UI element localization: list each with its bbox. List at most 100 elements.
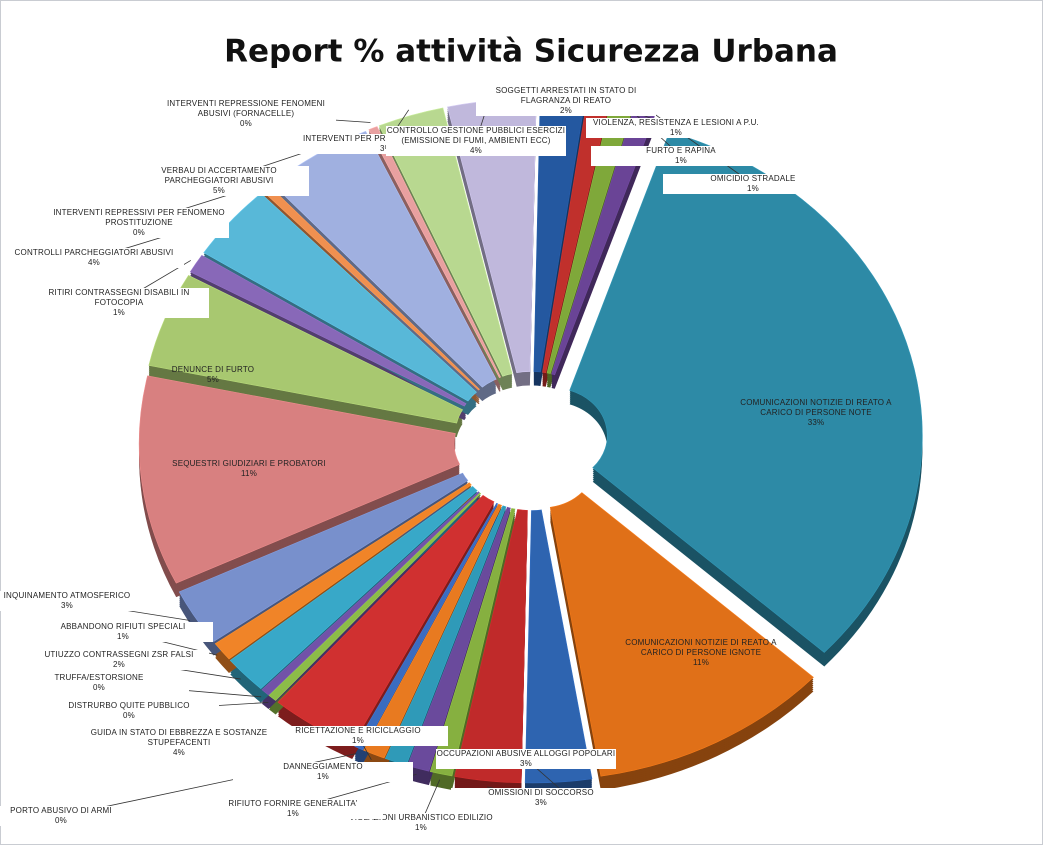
data-label-value: 1%	[117, 632, 129, 641]
data-label-name: SEQUESTRI GIUDIZIARI E PROBATORI	[172, 459, 326, 468]
data-label-name: RICETTAZIONE E RICICLAGGIO	[295, 726, 421, 735]
data-label-value: 1%	[113, 308, 125, 317]
data-label-name: VERBAU DI ACCERTAMENTO PARCHEGGIATORI AB…	[161, 166, 277, 185]
data-label-value: 4%	[173, 748, 185, 757]
slice	[148, 275, 464, 424]
slice	[268, 492, 482, 701]
data-label-name: FURTO E RAPINA	[646, 146, 716, 155]
chart-title: Report % attività Sicurezza Urbana	[224, 34, 838, 70]
data-label-name: DANNEGGIAMENTO	[283, 762, 363, 771]
slice	[363, 503, 503, 759]
data-label-value: 1%	[352, 736, 364, 745]
data-label-value: 3%	[61, 601, 73, 610]
data-label-name: CONTROLLO GESTIONE PUBBLICI ESERCIZI (EM…	[386, 126, 566, 145]
data-label-name: INTERVENTI REPRESSIONE FENOMENI ABUSIVI …	[166, 99, 326, 118]
data-label-name: DISTRURBO QUITE PUBBLICO	[68, 701, 190, 710]
data-label-value: 0%	[93, 683, 105, 692]
data-label-value: 1%	[675, 156, 687, 165]
data-label-name: INQUINAMENTO ATMOSFERICO	[3, 591, 131, 600]
data-label-name: ABBANDONO RIFIUTI SPECIALI	[60, 622, 186, 631]
data-label: VIOLENZA, RESISTENZA E LESIONI A P.U. 1%	[586, 118, 766, 138]
data-label: RICETTAZIONE E RICICLAGGIO 1%	[268, 726, 448, 746]
data-label-value: 3%	[520, 759, 532, 768]
data-label-value: 2%	[113, 660, 125, 669]
data-label: DISTRURBO QUITE PUBBLICO 0%	[39, 701, 219, 721]
data-label: SOGGETTI ARRESTATI IN STATO DI FLAGRANZA…	[476, 86, 656, 116]
data-label-value: 1%	[415, 823, 427, 832]
slice-tops	[138, 98, 923, 784]
data-label-value: 1%	[317, 772, 329, 781]
data-label-name: TRUFFA/ESTORSIONE	[54, 673, 144, 682]
data-label-name: COMUNICAZIONI NOTIZIE DI REATO A CARICO …	[740, 398, 892, 417]
data-label-value: 5%	[213, 186, 225, 195]
data-label: COMUNICAZIONI NOTIZIE DI REATO A CARICO …	[726, 398, 906, 428]
data-label-name: VIOLAZIONI URBANISTICO EDILIZIO	[349, 813, 493, 822]
data-label-name: UTIUZZO CONTRASSEGNI ZSR FALSI	[44, 650, 194, 659]
data-label-value: 33%	[807, 418, 825, 427]
data-label-name: OCCUPAZIONI ABUSIVE ALLOGGI POPOLARI	[436, 749, 616, 758]
data-label-value: 1%	[670, 128, 682, 137]
data-label: ABBANDONO RIFIUTI SPECIALI 1%	[33, 622, 213, 642]
data-label: DENUNCE DI FURTO 5%	[123, 365, 303, 385]
data-label: PORTO ABUSIVO DI ARMI 0%	[0, 806, 151, 826]
data-label: INQUINAMENTO ATMOSFERICO 3%	[0, 591, 157, 611]
slice	[189, 254, 467, 407]
data-label-value: 0%	[55, 816, 67, 825]
data-label-value: 2%	[560, 106, 572, 115]
data-label-value: 4%	[470, 146, 482, 155]
data-label-name: VIOLENZA, RESISTENZA E LESIONI A P.U.	[593, 118, 759, 127]
data-label-name: CONTROLLI PARCHEGGIATORI ABUSIVI	[14, 248, 174, 257]
data-label-value: 4%	[88, 258, 100, 267]
data-label-value: 11%	[240, 469, 258, 478]
data-label: CONTROLLI PARCHEGGIATORI ABUSIVI 4%	[4, 248, 184, 268]
data-label: INTERVENTI REPRESSIVI PER FENOMENO PROST…	[49, 208, 229, 238]
data-label-name: INTERVENTI REPRESSIVI PER FENOMENO PROST…	[53, 208, 225, 227]
data-label: VERBAU DI ACCERTAMENTO PARCHEGGIATORI AB…	[129, 166, 309, 196]
data-label-name: RIFIUTO FORNIRE GENERALITA'	[228, 799, 358, 808]
data-label-name: RITIRI CONTRASSEGNI DISABILI IN FOTOCOPI…	[48, 288, 190, 307]
slice	[261, 491, 480, 696]
data-label-name: OMISSIONI DI SOCCORSO	[488, 788, 594, 797]
data-label: SEQUESTRI GIUDIZIARI E PROBATORI 11%	[159, 459, 339, 479]
data-label-value: 0%	[123, 711, 135, 720]
data-label-value: 11%	[692, 658, 710, 667]
slice	[569, 131, 923, 653]
slice	[378, 107, 513, 377]
data-label: OMISSIONI DI SOCCORSO 3%	[451, 788, 631, 808]
data-label: OMICIDIO STRADALE 1%	[663, 174, 843, 194]
data-label-value: 1%	[747, 184, 759, 193]
data-label: INTERVENTI REPRESSIONE FENOMENI ABUSIVI …	[156, 99, 336, 129]
data-label-name: SOGGETTI ARRESTATI IN STATO DI FLAGRANZA…	[495, 86, 637, 105]
data-label: FURTO E RAPINA 1%	[591, 146, 771, 166]
slice	[229, 486, 478, 690]
data-label-value: 1%	[287, 809, 299, 818]
data-label-value: 3%	[535, 798, 547, 807]
data-label-name: DENUNCE DI FURTO	[171, 365, 255, 374]
slice	[368, 126, 501, 378]
data-label-name: COMUNICAZIONI NOTIZIE DI REATO A CARICO …	[625, 638, 777, 657]
data-label: RITIRI CONTRASSEGNI DISABILI IN FOTOCOPI…	[29, 288, 209, 318]
slice	[138, 375, 461, 584]
data-label: DANNEGGIAMENTO 1%	[233, 762, 413, 782]
data-label-value: 3%	[296, 144, 476, 154]
data-label-name: PORTO ABUSIVO DI ARMI	[10, 806, 112, 815]
data-label: TRUFFA/ESTORSIONE 0%	[9, 673, 189, 693]
slice	[214, 482, 472, 660]
slice	[524, 509, 593, 784]
data-label: COMUNICAZIONI NOTIZIE DI REATO A CARICO …	[611, 638, 791, 668]
data-label-value: 5%	[207, 375, 219, 384]
slice	[549, 492, 814, 777]
slice	[354, 502, 499, 751]
data-label-value: 0%	[240, 119, 252, 128]
data-label: RIFIUTO FORNIRE GENERALITA' 1%	[203, 799, 383, 819]
slice	[454, 509, 528, 784]
data-label: CONTROLLO GESTIONE PUBBLICI ESERCIZI (EM…	[386, 126, 566, 156]
data-label-value: 0%	[133, 228, 145, 237]
data-label: OCCUPAZIONI ABUSIVE ALLOGGI POPOLARI 3%	[436, 749, 616, 769]
data-label: UTIUZZO CONTRASSEGNI ZSR FALSI 2%	[29, 650, 209, 670]
data-label: GUIDA IN STATO DI EBBREZZA E SOSTANZE ST…	[89, 728, 269, 758]
data-label-name: INTERVENTI PER PRESENZA DI AMIANTO	[302, 134, 469, 143]
data-label-name: GUIDA IN STATO DI EBBREZZA E SOSTANZE ST…	[90, 728, 268, 747]
